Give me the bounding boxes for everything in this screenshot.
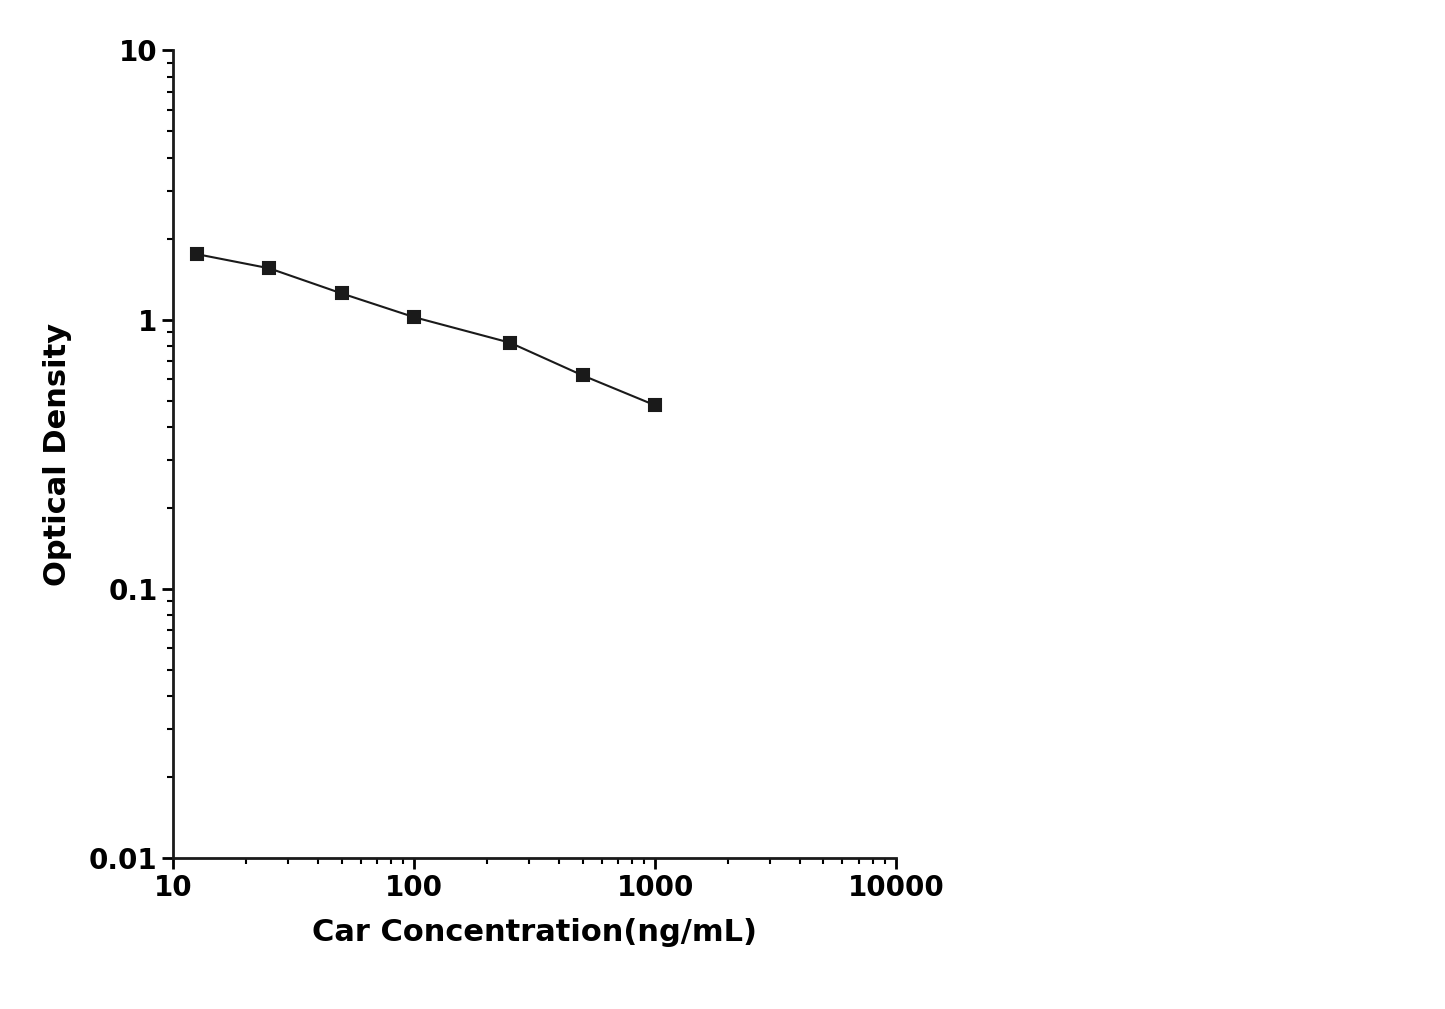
- X-axis label: Car Concentration(ng/mL): Car Concentration(ng/mL): [312, 918, 757, 947]
- Y-axis label: Optical Density: Optical Density: [43, 323, 72, 585]
